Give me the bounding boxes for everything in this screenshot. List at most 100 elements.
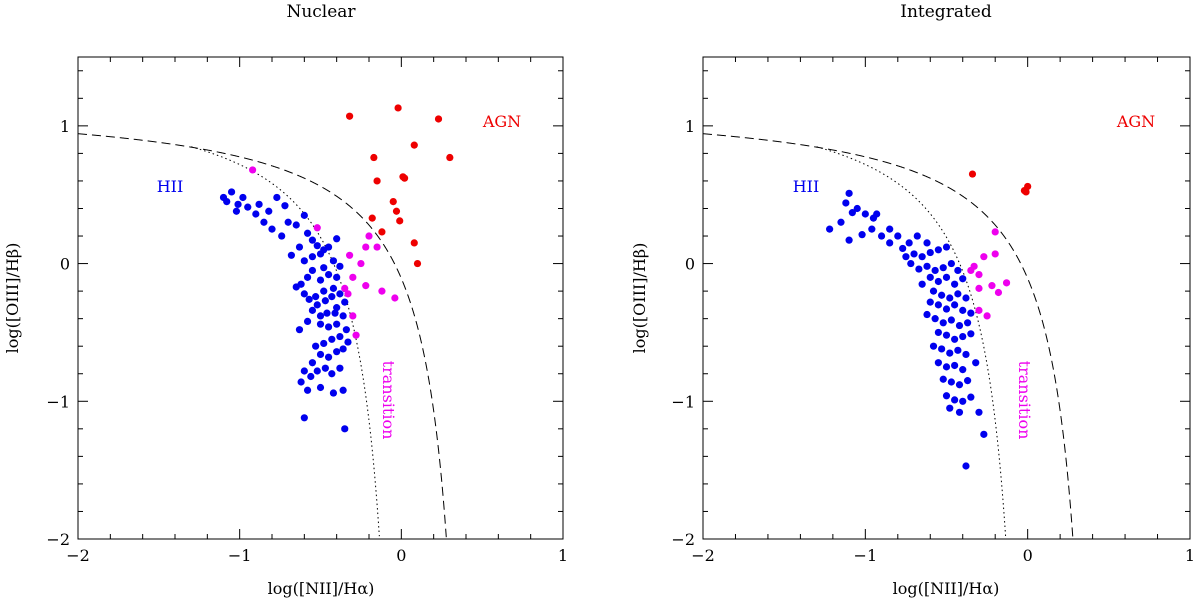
- hii-data-point: [300, 414, 308, 422]
- tick-labels: −2 −1 0 1 −2 −1 0 1: [671, 117, 1195, 565]
- hii-data-point: [955, 381, 964, 389]
- hii-data-point: [336, 332, 344, 341]
- x-tick-label: −1: [228, 546, 252, 565]
- transition-data-point: [991, 250, 999, 258]
- y-tick-label: 0: [60, 255, 70, 274]
- hii-data-point: [918, 253, 926, 261]
- agn-data-point: [389, 198, 397, 206]
- hii-data-point: [320, 264, 328, 272]
- hii-data-point: [273, 193, 281, 202]
- transition-data-point: [980, 253, 988, 261]
- transition-data-point: [1002, 279, 1011, 287]
- transition-data-point: [378, 287, 386, 295]
- hii-data-point: [959, 366, 967, 374]
- x-tick-label: −2: [691, 546, 715, 565]
- hii-data-point: [915, 265, 923, 273]
- hii-data-point: [260, 218, 268, 226]
- hii-data-point: [321, 297, 329, 305]
- hii-data-point: [926, 248, 934, 257]
- axis-ticks: [702, 57, 1191, 540]
- transition-data-point: [975, 306, 983, 314]
- transition-data-point: [344, 290, 352, 298]
- transition-data-point: [352, 331, 360, 339]
- hii-data-point: [951, 335, 959, 343]
- hii-data-point: [312, 342, 320, 350]
- hii-data-point: [300, 257, 308, 265]
- hii-data-point: [923, 239, 931, 247]
- hii-data-point: [923, 262, 931, 270]
- hii-data-point: [307, 372, 315, 381]
- axis-ticks: [77, 57, 564, 540]
- hii-data-point: [316, 383, 325, 392]
- hii-data-point: [333, 320, 341, 328]
- y-tick-label: −2: [671, 530, 695, 549]
- hii-data-point: [313, 301, 321, 309]
- hii-data-point: [316, 276, 325, 284]
- hii-data-point: [886, 225, 894, 233]
- hii-data-point: [907, 259, 915, 268]
- hii-data-point: [324, 270, 333, 279]
- hii-data-point: [942, 273, 951, 281]
- hii-data-point: [339, 386, 347, 394]
- hii-data-point: [324, 323, 333, 331]
- hii-data-point: [858, 231, 866, 239]
- agn-data-point: [346, 112, 354, 120]
- hii-data-point: [328, 335, 336, 343]
- hii-data-point: [899, 244, 907, 253]
- hii-region-label: HII: [157, 177, 184, 196]
- hii-data-point: [308, 306, 317, 314]
- hii-data-point: [227, 188, 236, 196]
- hii-data-point: [300, 211, 308, 219]
- x-axis-label: log([NII]/Hα): [893, 579, 1000, 598]
- hii-data-point: [324, 243, 333, 251]
- y-axis-label: log([OIII]/Hβ): [630, 243, 649, 354]
- integrated-panel: Integrated −2 −1 0 1 −2 −1 0 1 HII AGN t…: [630, 2, 1195, 598]
- agn-data-point: [400, 174, 409, 182]
- transition-data-point: [975, 270, 983, 279]
- transition-data-point: [391, 294, 399, 302]
- hii-data-point: [320, 339, 328, 348]
- hii-data-point: [947, 316, 955, 324]
- hii-data-point: [923, 310, 931, 319]
- nuclear-panel: Nuclear −2 −1 0 1 −2 −1 0 1 HII AGN tran…: [3, 2, 568, 598]
- agn-region-label: AGN: [1116, 112, 1155, 131]
- hii-data-point: [954, 290, 962, 298]
- hii-data-point: [287, 251, 295, 259]
- transition-data-point: [357, 259, 365, 268]
- hii-data-point: [316, 312, 325, 320]
- hii-data-point: [954, 266, 962, 275]
- hii-data-point: [312, 293, 320, 301]
- hii-data-point: [284, 218, 292, 226]
- hii-data-point: [303, 229, 312, 237]
- hii-data-point: [934, 301, 942, 309]
- hii-data-point: [344, 338, 352, 346]
- hii-data-point: [321, 364, 329, 372]
- hii-data-point: [964, 319, 972, 327]
- hii-data-point: [975, 408, 983, 416]
- hii-data-point: [278, 232, 286, 240]
- transition-data-point: [983, 312, 991, 320]
- hii-data-point: [292, 221, 300, 229]
- hii-data-point: [329, 284, 338, 292]
- transition-region-label: transition: [379, 361, 398, 440]
- y-tick-label: −1: [671, 392, 695, 411]
- plot-frame: [702, 56, 1191, 540]
- hii-data-point: [951, 301, 959, 309]
- y-axis-label: log([OIII]/Hβ): [3, 243, 22, 354]
- hii-data-point: [962, 350, 970, 359]
- hii-data-point: [328, 293, 336, 301]
- y-tick-label: −2: [46, 530, 70, 549]
- hii-data-point: [959, 397, 967, 405]
- transition-data-point: [341, 284, 349, 292]
- hii-data-point: [837, 218, 845, 226]
- hii-data-point: [252, 210, 260, 218]
- hii-data-point: [341, 298, 349, 306]
- hii-data-point: [324, 353, 333, 361]
- kewley-maximum-starburst-curve: [702, 133, 1074, 538]
- hii-data-point: [232, 207, 241, 215]
- y-tick-label: 1: [60, 117, 70, 136]
- hii-data-point: [268, 225, 276, 233]
- hii-data-point: [894, 232, 902, 240]
- hii-data-point: [308, 266, 317, 275]
- hii-data-point: [939, 319, 947, 327]
